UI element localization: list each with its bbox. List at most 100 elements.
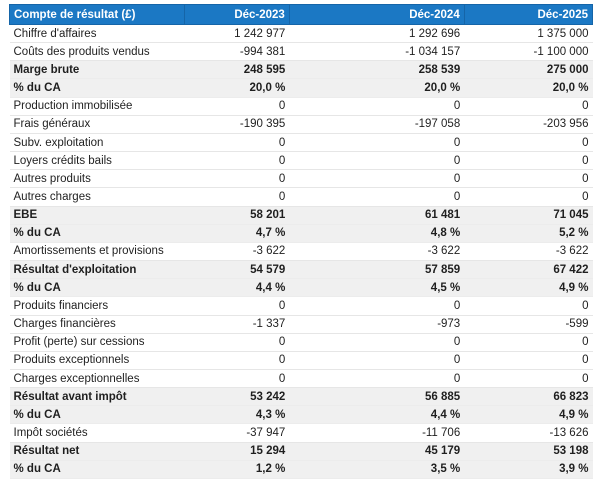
- row-value: 0: [289, 333, 465, 352]
- row-value: 0: [184, 97, 290, 116]
- row-value: 0: [184, 369, 290, 389]
- row-value: 0: [184, 151, 290, 171]
- row-value: 53 198: [464, 442, 593, 461]
- row-value: 67 422: [464, 260, 593, 280]
- row-value: 0: [464, 151, 593, 171]
- table-row: Frais généraux -190 395 -197 058 -203 956: [9, 115, 593, 134]
- table-row: Subv. exploitation 0 0 0: [9, 133, 593, 153]
- table-row: Impôt sociétés -37 947 -11 706 -13 626: [9, 423, 593, 443]
- row-value: 0: [289, 187, 465, 207]
- row-value: 0: [464, 296, 593, 316]
- row-value: -973: [289, 315, 465, 334]
- row-value: 0: [289, 133, 465, 153]
- row-value: 0: [464, 133, 593, 153]
- table-header-row: Compte de résultat (£) Déc-2023 Déc-2024…: [9, 4, 594, 25]
- column-header-title: Compte de résultat (£): [9, 4, 185, 25]
- row-label: % du CA: [9, 78, 185, 98]
- table-row: Production immobilisée 0 0 0: [9, 97, 593, 116]
- row-value: 45 179: [289, 442, 465, 461]
- row-value: 0: [464, 169, 593, 189]
- table-body: Chiffre d'affaires 1 242 977 1 292 696 1 37…: [9, 24, 593, 479]
- row-value: 0: [464, 351, 593, 370]
- row-value: 1 242 977: [184, 24, 290, 44]
- row-value: 0: [464, 97, 593, 116]
- table-row: Autres produits 0 0 0: [9, 169, 593, 189]
- row-value: 15 294: [184, 442, 290, 461]
- row-value: 0: [289, 296, 465, 316]
- row-label: Coûts des produits vendus: [9, 42, 185, 62]
- row-value: 1,2 %: [184, 460, 290, 479]
- row-label: Subv. exploitation: [9, 133, 185, 153]
- row-label: Charges exceptionnelles: [9, 369, 185, 389]
- row-value: 66 823: [464, 387, 593, 407]
- row-value: 0: [184, 351, 290, 370]
- row-value: 20,0 %: [464, 78, 593, 98]
- row-value: 3,9 %: [464, 460, 593, 479]
- row-value: 0: [289, 151, 465, 171]
- row-value: 4,7 %: [184, 224, 290, 243]
- table-row: % du CA 1,2 % 3,5 % 3,9 %: [9, 460, 593, 479]
- income-statement-table: Compte de résultat (£) Déc-2023 Déc-2024…: [9, 4, 594, 479]
- table-row: % du CA 4,7 % 4,8 % 5,2 %: [9, 224, 593, 243]
- table-row: Produits financiers 0 0 0: [9, 296, 593, 316]
- row-value: 248 595: [184, 60, 290, 80]
- row-value: 4,5 %: [289, 278, 465, 298]
- row-value: 53 242: [184, 387, 290, 407]
- row-label: EBE: [9, 206, 185, 225]
- table-row: Loyers crédits bails 0 0 0: [9, 151, 593, 171]
- row-label: Impôt sociétés: [9, 423, 185, 443]
- row-value: 4,8 %: [289, 224, 465, 243]
- row-value: 4,9 %: [464, 278, 593, 298]
- row-value: 0: [289, 169, 465, 189]
- row-value: -197 058: [289, 115, 465, 134]
- row-value: 57 859: [289, 260, 465, 280]
- table-row: Produits exceptionnels 0 0 0: [9, 351, 593, 370]
- row-label: Production immobilisée: [9, 97, 185, 116]
- column-header-dec-2023: Déc-2023: [183, 4, 290, 25]
- row-label: Charges financières: [9, 315, 185, 334]
- table-row: Coûts des produits vendus -994 381 -1 034 …: [9, 42, 593, 62]
- table-row: Marge brute 248 595 258 539 275 000: [9, 60, 593, 80]
- table-row: Résultat avant impôt 53 242 56 885 66 823: [9, 387, 593, 407]
- row-value: 0: [289, 97, 465, 116]
- row-value: 58 201: [184, 206, 290, 225]
- row-value: 54 579: [184, 260, 290, 280]
- row-label: % du CA: [9, 460, 185, 479]
- table-row: % du CA 20,0 % 20,0 % 20,0 %: [9, 78, 593, 98]
- row-value: 0: [289, 351, 465, 370]
- row-value: -11 706: [289, 423, 465, 443]
- table-row: Charges financières -1 337 -973 -599: [9, 315, 593, 334]
- row-value: 0: [289, 369, 465, 389]
- row-value: -1 034 157: [289, 42, 465, 62]
- row-label: Chiffre d'affaires: [9, 24, 185, 44]
- row-label: Produits financiers: [9, 296, 185, 316]
- row-value: -1 337: [184, 315, 290, 334]
- row-value: 56 885: [289, 387, 465, 407]
- row-label: Marge brute: [9, 60, 185, 80]
- row-value: 61 481: [289, 206, 465, 225]
- row-value: 0: [464, 333, 593, 352]
- table-row: Chiffre d'affaires 1 242 977 1 292 696 1 37…: [9, 24, 593, 44]
- table-row: Résultat d'exploitation 54 579 57 859 67 42…: [9, 260, 593, 280]
- row-value: 4,4 %: [289, 405, 465, 425]
- row-value: 0: [184, 333, 290, 352]
- row-value: 4,9 %: [464, 405, 593, 425]
- row-value: -13 626: [464, 423, 593, 443]
- table-row: Autres charges 0 0 0: [9, 187, 593, 207]
- column-header-dec-2024: Déc-2024: [288, 4, 465, 25]
- row-value: 258 539: [289, 60, 465, 80]
- row-label: Profit (perte) sur cessions: [9, 333, 185, 352]
- row-value: -203 956: [464, 115, 593, 134]
- table-row: Résultat net 15 294 45 179 53 198: [9, 442, 593, 461]
- row-value: -3 622: [289, 242, 465, 262]
- row-label: Autres charges: [9, 187, 185, 207]
- row-value: 4,3 %: [184, 405, 290, 425]
- row-value: -3 622: [464, 242, 593, 262]
- row-label: % du CA: [9, 224, 185, 243]
- table-row: Profit (perte) sur cessions 0 0 0: [9, 333, 593, 352]
- table-row: Amortissements et provisions -3 622 -3 622…: [9, 242, 593, 262]
- table-row: Charges exceptionnelles 0 0 0: [9, 369, 593, 389]
- row-value: 275 000: [464, 60, 593, 80]
- row-value: 1 375 000: [464, 24, 593, 44]
- row-value: 1 292 696: [289, 24, 465, 44]
